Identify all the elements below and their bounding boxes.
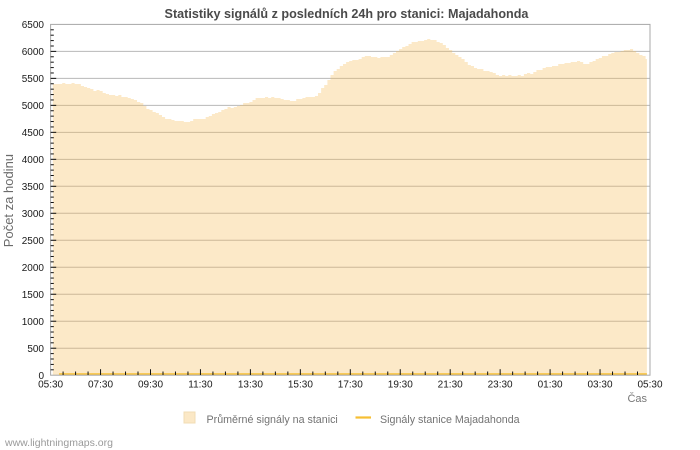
svg-text:15:30: 15:30 — [288, 380, 313, 391]
svg-text:1000: 1000 — [22, 317, 45, 328]
svg-text:21:30: 21:30 — [438, 380, 463, 391]
svg-text:17:30: 17:30 — [338, 380, 363, 391]
svg-text:4000: 4000 — [22, 155, 45, 166]
svg-text:11:30: 11:30 — [188, 380, 213, 391]
svg-text:23:30: 23:30 — [488, 380, 513, 391]
svg-text:1500: 1500 — [22, 290, 45, 301]
svg-text:500: 500 — [27, 344, 44, 355]
svg-text:Statistiky signálů z posledníc: Statistiky signálů z posledních 24h pro … — [165, 7, 530, 21]
svg-text:2000: 2000 — [22, 263, 45, 274]
svg-text:www.lightningmaps.org: www.lightningmaps.org — [4, 437, 113, 449]
svg-text:09:30: 09:30 — [138, 380, 163, 391]
svg-text:5500: 5500 — [22, 74, 45, 85]
svg-text:6000: 6000 — [22, 47, 45, 58]
svg-text:07:30: 07:30 — [88, 380, 113, 391]
svg-text:3000: 3000 — [22, 209, 45, 220]
svg-text:6500: 6500 — [22, 20, 45, 31]
svg-text:05:30: 05:30 — [637, 380, 662, 391]
svg-text:2500: 2500 — [22, 236, 45, 247]
svg-text:Čas: Čas — [627, 392, 647, 405]
svg-text:13:30: 13:30 — [238, 380, 263, 391]
svg-text:5000: 5000 — [22, 101, 45, 112]
svg-text:05:30: 05:30 — [38, 380, 63, 391]
svg-text:4500: 4500 — [22, 128, 45, 139]
svg-text:01:30: 01:30 — [538, 380, 563, 391]
svg-text:3500: 3500 — [22, 182, 45, 193]
svg-text:Počet za hodinu: Počet za hodinu — [1, 154, 16, 247]
svg-text:0: 0 — [38, 371, 44, 382]
svg-text:19:30: 19:30 — [388, 380, 413, 391]
svg-text:03:30: 03:30 — [587, 380, 612, 391]
svg-text:Signály stanice Majadahonda: Signály stanice Majadahonda — [380, 414, 520, 426]
svg-text:Průměrné signály na stanici: Průměrné signály na stanici — [207, 414, 338, 426]
